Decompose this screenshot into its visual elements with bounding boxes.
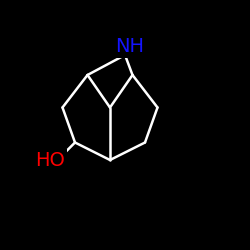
Text: HO: HO [35, 150, 65, 170]
Text: NH: NH [116, 37, 144, 56]
